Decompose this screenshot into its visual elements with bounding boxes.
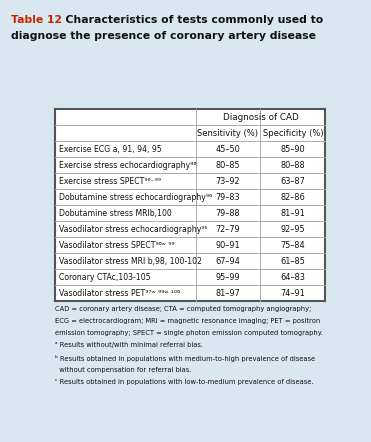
- Text: 80–88: 80–88: [280, 161, 305, 170]
- Text: Dobutamine stress echocardiography⁹⁶: Dobutamine stress echocardiography⁹⁶: [59, 193, 212, 202]
- Text: without compensation for referral bias.: without compensation for referral bias.: [55, 367, 191, 373]
- Text: Table 12: Table 12: [11, 15, 62, 26]
- Text: Exercise stress SPECT⁹⁶⁻⁹⁹: Exercise stress SPECT⁹⁶⁻⁹⁹: [59, 177, 161, 186]
- Text: 81–91: 81–91: [280, 209, 305, 218]
- Text: 74–91: 74–91: [280, 289, 305, 298]
- Text: 95–99: 95–99: [216, 273, 240, 282]
- Text: ECG = electrocardiogram; MRI = magnetic resonance imaging; PET = positron: ECG = electrocardiogram; MRI = magnetic …: [55, 318, 320, 324]
- Text: 73–92: 73–92: [216, 177, 240, 186]
- Text: 85–90: 85–90: [280, 145, 305, 154]
- Text: 92–95: 92–95: [280, 225, 305, 234]
- Text: diagnose the presence of coronary artery disease: diagnose the presence of coronary artery…: [11, 31, 316, 41]
- Text: Vasodilator stress echocardiography⁹⁵: Vasodilator stress echocardiography⁹⁵: [59, 225, 207, 234]
- Text: Exercise stress echocardiography⁹⁶: Exercise stress echocardiography⁹⁶: [59, 161, 196, 170]
- Text: ᵇ Results obtained in populations with medium-to-high prevalence of disease: ᵇ Results obtained in populations with m…: [55, 354, 315, 362]
- Text: 79–88: 79–88: [216, 209, 240, 218]
- Text: Coronary CTAc,103-105: Coronary CTAc,103-105: [59, 273, 150, 282]
- Text: Exercise ECG a, 91, 94, 95: Exercise ECG a, 91, 94, 95: [59, 145, 161, 154]
- Text: Diagnosis of CAD: Diagnosis of CAD: [223, 113, 298, 122]
- Text: ᶜ Results obtained in populations with low-to-medium prevalence of disease.: ᶜ Results obtained in populations with l…: [55, 379, 313, 385]
- Text: Characteristics of tests commonly used to: Characteristics of tests commonly used t…: [58, 15, 323, 26]
- Text: 67–94: 67–94: [216, 257, 240, 266]
- Text: Vasodilator stress SPECT⁹⁶ʷ ⁹⁹: Vasodilator stress SPECT⁹⁶ʷ ⁹⁹: [59, 241, 174, 250]
- Text: 45–50: 45–50: [216, 145, 240, 154]
- Text: 75–84: 75–84: [280, 241, 305, 250]
- Text: Vasodilator stress MRI b,98, 100-102: Vasodilator stress MRI b,98, 100-102: [59, 257, 201, 266]
- Text: 64–83: 64–83: [280, 273, 305, 282]
- Bar: [55, 109, 325, 301]
- Text: Vasodilator stress PET⁹⁷ʷ ⁹⁹ʷ ¹⁰⁶: Vasodilator stress PET⁹⁷ʷ ⁹⁹ʷ ¹⁰⁶: [59, 289, 180, 298]
- Text: 61–85: 61–85: [280, 257, 305, 266]
- Text: 81–97: 81–97: [216, 289, 240, 298]
- Text: ᵃ Results without/with minimal referral bias.: ᵃ Results without/with minimal referral …: [55, 342, 203, 348]
- Text: CAD = coronary artery disease; CTA = computed tomography angiography;: CAD = coronary artery disease; CTA = com…: [55, 305, 311, 312]
- Text: 63–87: 63–87: [280, 177, 305, 186]
- Text: Sensitivity (%): Sensitivity (%): [197, 129, 259, 138]
- Text: Specificity (%): Specificity (%): [263, 129, 323, 138]
- Text: 72–79: 72–79: [216, 225, 240, 234]
- Text: 80–85: 80–85: [216, 161, 240, 170]
- Text: 82–86: 82–86: [280, 193, 305, 202]
- Text: emission tomography; SPECT = single photon emission computed tomography.: emission tomography; SPECT = single phot…: [55, 330, 323, 336]
- Text: 79–83: 79–83: [216, 193, 240, 202]
- Text: 90–91: 90–91: [216, 241, 240, 250]
- Text: Dobutamine stress MRIb,100: Dobutamine stress MRIb,100: [59, 209, 171, 218]
